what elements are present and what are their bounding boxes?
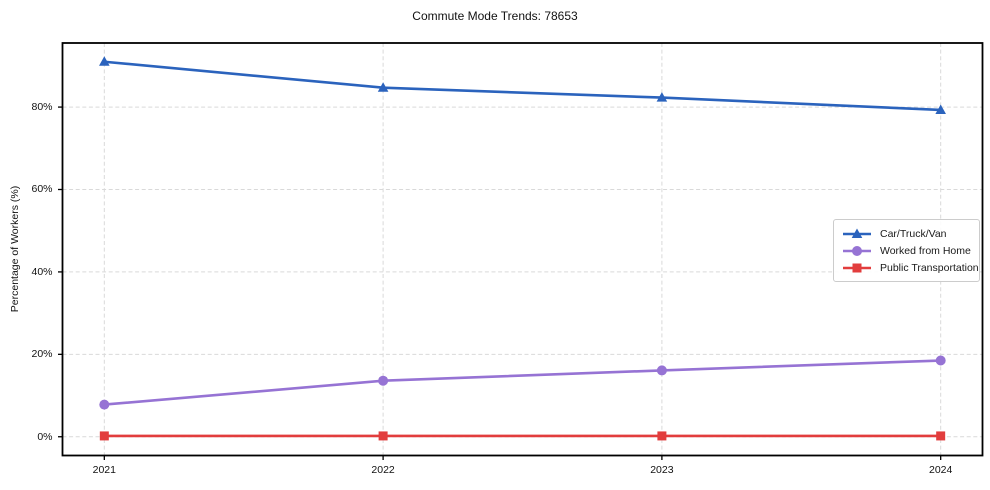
x-tick-label: 2024 (928, 463, 953, 476)
legend-marker-triangle-icon (843, 228, 871, 238)
square-marker (852, 263, 862, 272)
triangle-marker (851, 228, 863, 238)
legend: Car/Truck/Van Worked from Home Public Tr… (833, 219, 980, 282)
legend-marker-circle-icon (843, 245, 871, 256)
triangle-marker (656, 92, 668, 102)
circle-marker (656, 365, 667, 376)
x-tick-label: 2023 (650, 463, 674, 476)
y-tick-label: 0% (37, 430, 53, 443)
legend-item-worked-from-home: Worked from Home (841, 243, 971, 258)
circle-marker (378, 375, 389, 386)
x-tick-label: 2022 (371, 463, 395, 476)
square-marker (378, 431, 388, 441)
x-tick-label: 2021 (92, 463, 116, 476)
triangle-marker (99, 56, 110, 66)
y-tick-label: 40% (31, 265, 53, 278)
square-marker (936, 431, 946, 441)
square-marker (657, 431, 667, 441)
square-marker (99, 431, 109, 441)
legend-label: Worked from Home (880, 244, 971, 257)
legend-item-car-truck-van: Car/Truck/Van (841, 226, 971, 241)
legend-marker-square-icon (843, 263, 871, 272)
axes-border (61, 42, 984, 457)
legend-label: Car/Truck/Van (880, 227, 947, 240)
series-line (103, 60, 942, 112)
circle-marker (852, 245, 862, 256)
y-tick-label: 20% (31, 348, 53, 361)
y-tick-label: 80% (31, 101, 53, 114)
triangle-marker (377, 82, 389, 92)
triangle-marker (935, 104, 946, 114)
legend-item-public-transportation: Public Transportation (841, 260, 979, 275)
y-tick-label: 60% (31, 183, 53, 196)
circle-marker (99, 399, 110, 410)
chart-title: Commute Mode Trends: 78653 (412, 9, 578, 23)
series-line (103, 359, 942, 406)
legend-label: Public Transportation (880, 261, 979, 274)
circle-marker (935, 355, 946, 366)
